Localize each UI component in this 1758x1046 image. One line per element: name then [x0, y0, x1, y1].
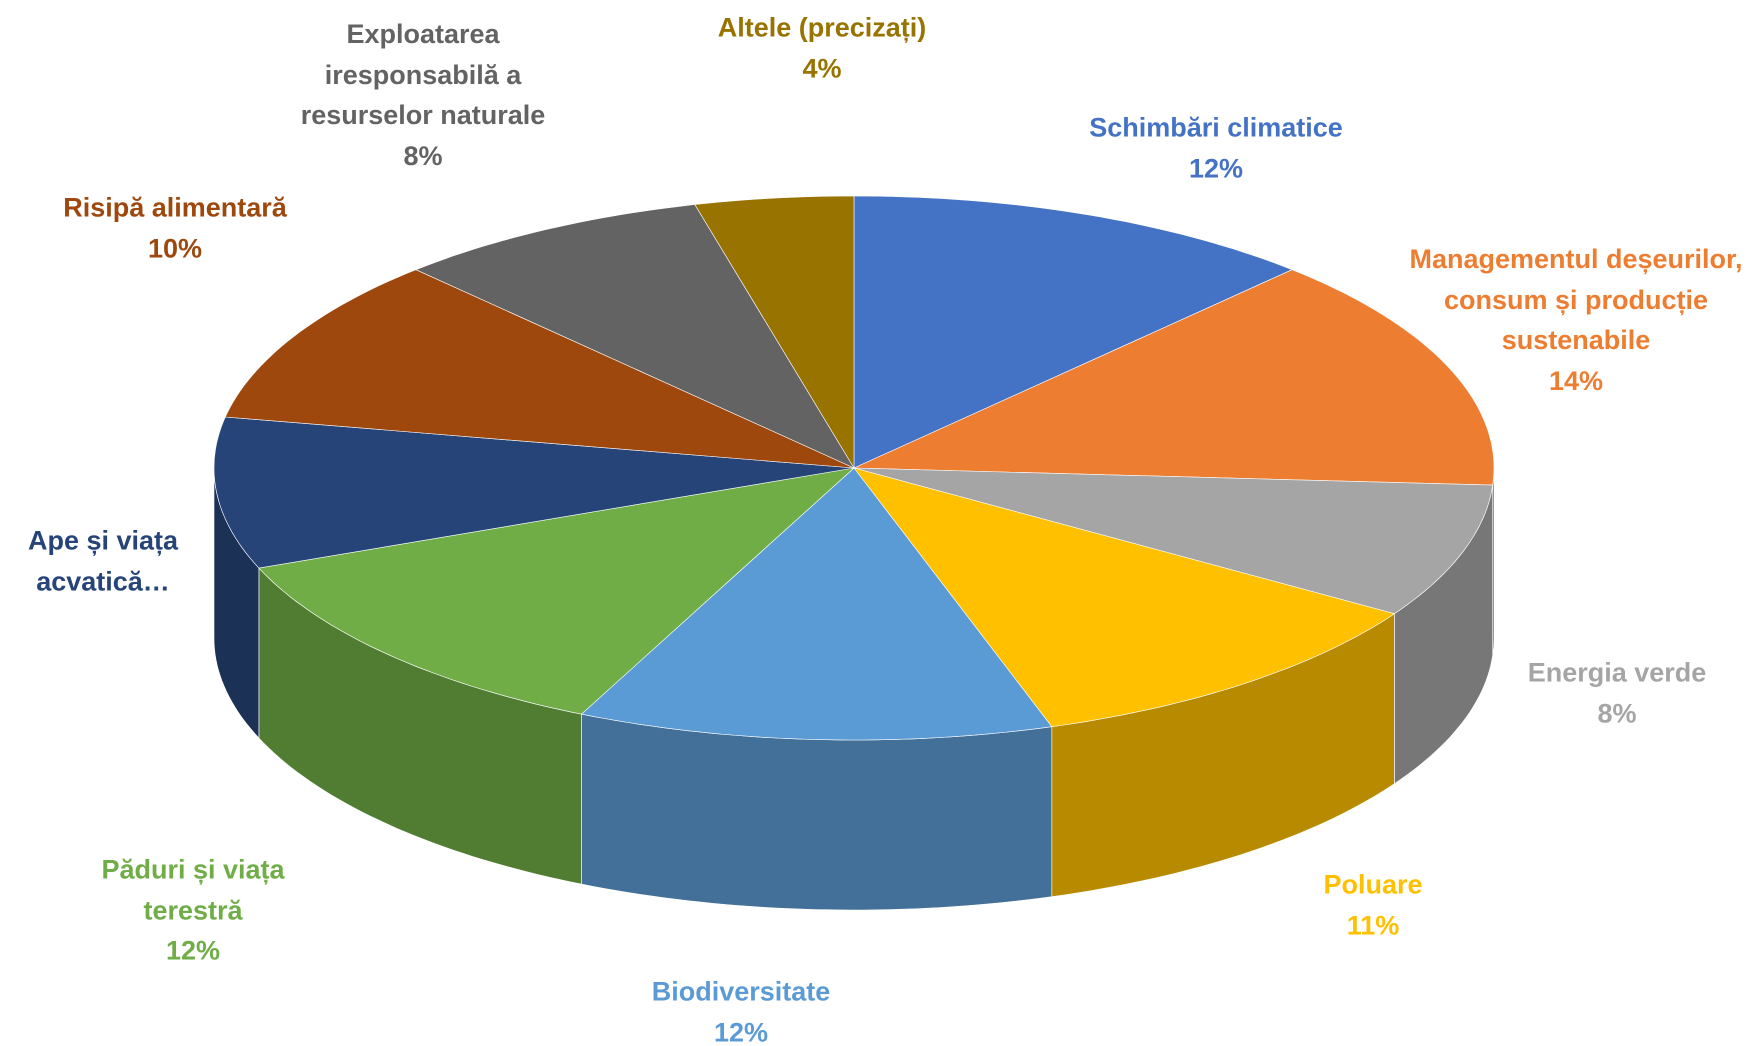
data-label: Schimbări climatice 12%: [1036, 108, 1396, 189]
value-label: 12%: [1188, 153, 1244, 183]
category-label: Managementul deșeurilor, consum și produ…: [1409, 244, 1743, 355]
slice: [694, 195, 855, 470]
value-label: 12%: [165, 935, 221, 966]
value-label: 10%: [147, 233, 203, 263]
category-label: Biodiversitate: [651, 976, 831, 1007]
data-label: Poluare 11%: [1273, 865, 1473, 946]
slice-side: [581, 713, 1053, 911]
slice: [853, 195, 1293, 469]
value-label: 8%: [403, 140, 443, 171]
value-label: 12%: [713, 1017, 769, 1046]
data-label: Biodiversitate 12%: [611, 972, 871, 1046]
slice: [258, 467, 855, 715]
category-label: Energia verde: [1527, 657, 1707, 688]
slice: [224, 269, 855, 469]
category-label: Risipă alimentară: [63, 192, 287, 223]
slice: [853, 467, 1494, 615]
data-label: Risipă alimentară 10%: [25, 188, 325, 269]
value-label: 14%: [1548, 365, 1604, 396]
slice: [213, 416, 855, 569]
category-label: Exploatarea iresponsabilă a resurselor n…: [300, 19, 546, 130]
category-label: Poluare: [1323, 869, 1423, 900]
category-label: Altele (precizați): [717, 12, 927, 43]
data-label: Păduri și viața terestră 12%: [73, 849, 313, 971]
value-label: 4%: [802, 53, 842, 83]
data-label: Ape și viața acvatică…: [3, 521, 203, 602]
data-label: Managementul deșeurilor, consum și produ…: [1401, 239, 1751, 401]
slice: [853, 269, 1495, 486]
data-label: Altele (precizați) 4%: [672, 8, 972, 89]
slice: [853, 467, 1396, 728]
data-label: Exploatarea iresponsabilă a resurselor n…: [263, 14, 583, 176]
value-label: 11%: [1346, 910, 1400, 940]
category-label: Schimbări climatice: [1089, 112, 1343, 143]
data-label: Energia verde 8%: [1487, 653, 1747, 734]
value-label: 8%: [1597, 698, 1637, 728]
slice: [580, 467, 1053, 741]
slice: [415, 204, 855, 469]
category-label: Ape și viața acvatică…: [27, 525, 179, 597]
category-label: Păduri și viața terestră: [101, 854, 285, 925]
